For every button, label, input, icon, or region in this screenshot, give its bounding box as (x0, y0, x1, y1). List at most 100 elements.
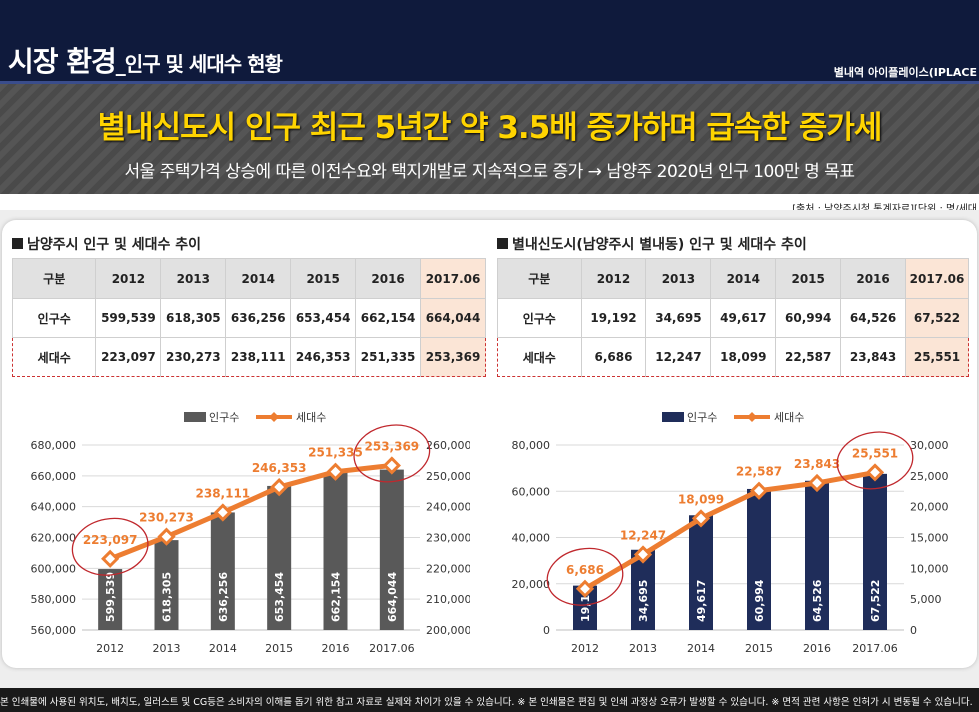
x-tick-label: 2015 (745, 642, 773, 655)
y-right-tick-label: 0 (910, 624, 917, 637)
legend-line-label: 세대수 (774, 411, 804, 424)
y-right-tick-label: 25,000 (910, 470, 949, 483)
bar-value-label: 618,305 (161, 572, 174, 622)
footer-disclaimer: 본 인쇄물에 사용된 위치도, 배치도, 일러스트 및 CG등은 소비자의 이해… (0, 688, 979, 712)
bar-value-label: 49,617 (695, 580, 708, 622)
x-tick-label: 2016 (322, 642, 350, 655)
table-header-row: 구분 2012 2013 2014 2015 2016 2017.06 (11, 258, 486, 299)
header-cell: 구분 (497, 258, 582, 299)
header-cell: 2016 (840, 258, 907, 299)
y-left-tick-label: 0 (543, 624, 550, 637)
header-cell: 2017.06 (905, 258, 969, 299)
y-left-tick-label: 580,000 (31, 593, 77, 606)
series-line (109, 462, 393, 562)
bar (154, 540, 179, 630)
value-cell: 67,522 (905, 298, 969, 338)
highlight-circle (353, 424, 431, 483)
value-cell: 19,192 (580, 298, 647, 338)
row-label-cell: 세대수 (11, 337, 97, 377)
value-cell: 18,099 (710, 337, 777, 377)
line-value-label: 253,369 (365, 439, 420, 453)
table-row: 인구수 19,192 34,695 49,617 60,994 64,526 67,522 (497, 298, 969, 338)
title-main: 시장 환경 (8, 45, 117, 78)
legend-line-marker (269, 412, 279, 422)
x-tick-label: 2013 (629, 642, 657, 655)
value-cell: 23,843 (840, 337, 907, 377)
bar (863, 473, 887, 630)
value-cell: 64,526 (840, 298, 907, 338)
legend-bar-swatch (662, 412, 684, 422)
banner: 별내신도시 인구 최근 5년간 약 3.5배 증가하며 급속한 증가세 서울 주… (0, 84, 979, 194)
y-left-tick-label: 600,000 (31, 562, 77, 575)
bar (747, 488, 771, 630)
brand-label: 별내역 아이플레이스(IPLACE (833, 66, 977, 79)
y-right-tick-label: 5,000 (910, 593, 942, 606)
line-value-label: 25,551 (852, 446, 898, 460)
table-row: 인구수 599,539 618,305 636,256 653,454 662,154 66… (11, 298, 486, 338)
right-data-table: 구분 2012 2013 2014 2015 2016 2017.06 인구수 19,192 34… (497, 258, 969, 377)
y-left-tick-label: 560,000 (31, 624, 77, 637)
bar-value-label: 636,256 (217, 572, 230, 622)
table-row: 세대수 6,686 12,247 18,099 22,587 23,843 25,551 (497, 337, 969, 377)
header-cell: 2014 (225, 258, 292, 299)
bar (323, 472, 348, 630)
highlight-circle (546, 547, 624, 606)
line-marker (633, 545, 653, 564)
y-right-tick-label: 260,000 (426, 439, 470, 452)
line-marker (213, 503, 232, 522)
value-cell: 223,097 (95, 337, 162, 377)
title-sub: _인구 및 세대수 현황 (115, 52, 283, 76)
x-tick-label: 2012 (96, 642, 124, 655)
legend-bar-label: 인구수 (687, 411, 717, 424)
value-cell: 664,044 (420, 298, 486, 338)
highlight-circle (71, 517, 149, 576)
value-cell: 34,695 (645, 298, 712, 338)
line-value-label: 23,843 (794, 457, 840, 471)
x-tick-label: 2014 (209, 642, 237, 655)
line-value-label: 251,335 (308, 446, 363, 460)
header-cell: 2015 (290, 258, 357, 299)
line-value-label: 22,587 (736, 465, 782, 479)
source-note: [출처 : 남양주시청 통계자료][단위 : 명/세대 (792, 200, 977, 215)
header-cell: 2016 (355, 258, 422, 299)
bar-value-label: 67,522 (869, 580, 882, 622)
line-marker (326, 462, 345, 481)
y-right-tick-label: 15,000 (910, 532, 949, 545)
value-cell: 25,551 (905, 337, 969, 377)
value-cell: 238,111 (225, 337, 292, 377)
header-cell: 2014 (710, 258, 777, 299)
y-left-tick-label: 640,000 (31, 501, 77, 514)
legend-bar-label: 인구수 (209, 411, 239, 424)
line-value-label: 6,686 (566, 563, 604, 577)
value-cell: 618,305 (160, 298, 227, 338)
header-cell: 2013 (160, 258, 227, 299)
line-marker (807, 473, 827, 493)
value-cell: 22,587 (775, 337, 842, 377)
legend-bar-swatch (184, 412, 206, 422)
row-label-cell: 인구수 (11, 298, 97, 338)
row-label-cell: 세대수 (497, 337, 582, 377)
value-cell: 653,454 (290, 298, 357, 338)
y-left-tick-label: 80,000 (512, 439, 551, 452)
x-tick-label: 2016 (803, 642, 831, 655)
value-cell: 230,273 (160, 337, 227, 377)
series-line (583, 469, 876, 591)
square-bullet-icon (12, 238, 23, 249)
right-section-title: 별내신도시(남양주시 별내동) 인구 및 세대수 추이 (497, 234, 807, 254)
bar-value-label: 653,454 (273, 572, 286, 622)
x-tick-label: 2014 (687, 642, 715, 655)
header: 시장 환경_인구 및 세대수 현황 별내역 아이플레이스(IPLACE (0, 0, 979, 84)
y-right-tick-label: 230,000 (426, 532, 470, 545)
bar (210, 512, 235, 630)
header-cell: 2013 (645, 258, 712, 299)
header-cell: 2015 (775, 258, 842, 299)
subline: 서울 주택가격 상승에 따른 이전수요와 택지개발로 지속적으로 증가 → 남양… (124, 162, 855, 182)
value-cell: 60,994 (775, 298, 842, 338)
right-title-text: 별내신도시(남양주시 별내동) 인구 및 세대수 추이 (512, 237, 807, 253)
y-left-tick-label: 40,000 (512, 532, 551, 545)
value-cell: 599,539 (95, 298, 162, 338)
table-header-row: 구분 2012 2013 2014 2015 2016 2017.06 (497, 258, 969, 299)
y-left-tick-label: 60,000 (512, 485, 551, 498)
bar (689, 515, 713, 630)
y-left-tick-label: 660,000 (31, 470, 77, 483)
